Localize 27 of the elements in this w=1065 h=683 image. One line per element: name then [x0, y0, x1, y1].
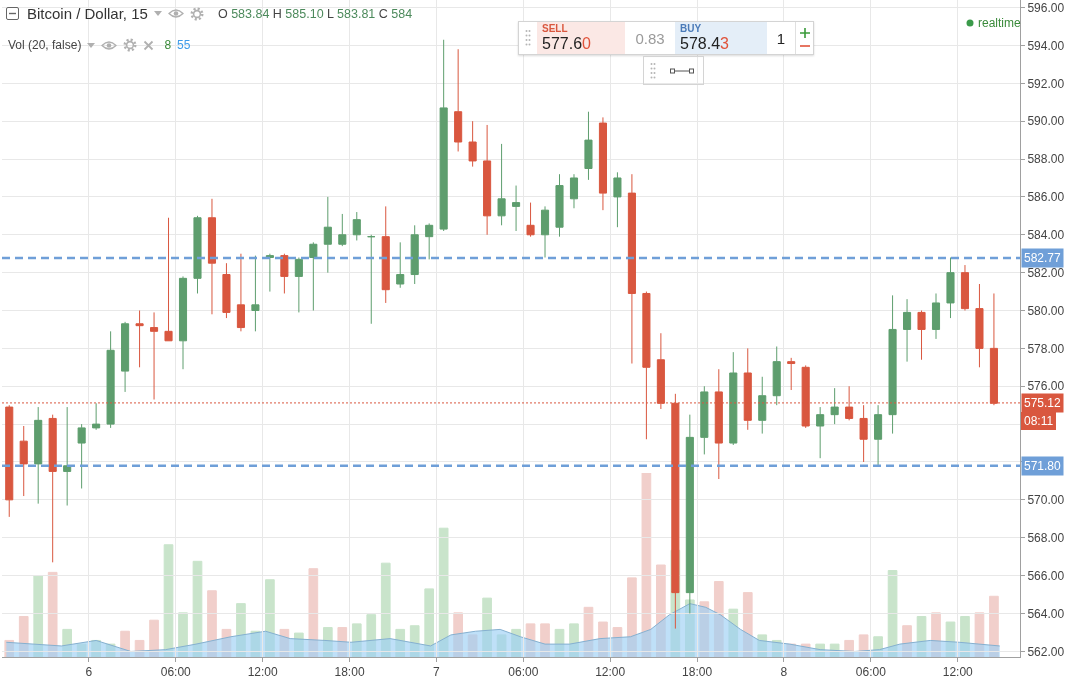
y-tick-label: 594.00 — [1027, 38, 1065, 53]
y-tick-label: 592.00 — [1027, 76, 1065, 91]
annotation: BUY — [680, 23, 703, 35]
y-tick-label: 586.00 — [1027, 190, 1065, 205]
chart-title: Bitcoin / Dollar, 15 — [27, 5, 148, 22]
y-tick-label: 590.00 — [1027, 114, 1065, 129]
y-tick-label: 578.00 — [1027, 341, 1065, 356]
ref-line-label: 575.12 — [1024, 396, 1062, 410]
ref-line-label: 571.80 — [1024, 459, 1062, 473]
annotation: SELL — [542, 23, 569, 35]
y-tick-label: 562.00 — [1027, 644, 1065, 659]
annotation: O 583.84 H 585.10 L 583.81 C 584 — [217, 6, 413, 21]
text: 08:11 — [1021, 412, 1057, 430]
y-tick-label: 582.00 — [1027, 265, 1065, 280]
y-tick-label: 596.00 — [1027, 0, 1065, 15]
y-tick-label: 584.00 — [1027, 227, 1065, 242]
y-tick-label: 568.00 — [1027, 530, 1065, 545]
y-tick-label: 566.00 — [1027, 568, 1065, 583]
y-tick-label: 580.00 — [1027, 303, 1065, 318]
y-tick-label: 576.00 — [1027, 379, 1065, 394]
y-tick-label: 588.00 — [1027, 152, 1065, 167]
annotation: realtime — [978, 16, 1021, 30]
x-tick-label: 12:00 — [942, 665, 974, 680]
y-tick-label: 570.00 — [1027, 493, 1065, 508]
y-tick-label: 564.00 — [1027, 606, 1065, 621]
ref-line-label: 582.77 — [1024, 251, 1062, 265]
x-tick-label: 06:00 — [855, 665, 887, 680]
